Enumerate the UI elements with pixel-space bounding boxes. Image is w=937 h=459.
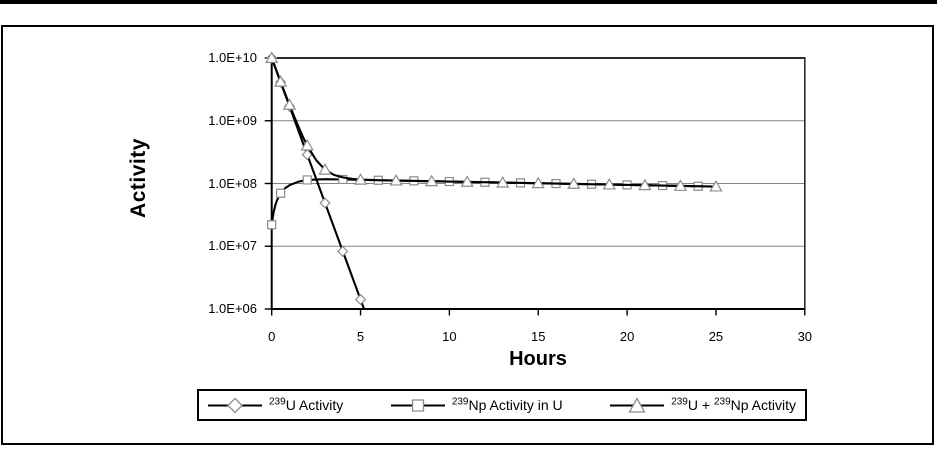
x-tick-label: 30 (797, 329, 813, 344)
triangle-marker-icon (265, 51, 279, 63)
triangle-marker-icon (531, 176, 545, 189)
x-axis-title: Hours (509, 348, 567, 370)
x-tick-label: 10 (442, 329, 457, 344)
triangle-marker-icon (460, 175, 474, 187)
triangle-marker-icon (602, 177, 616, 190)
top-rule (0, 0, 937, 4)
triangle-marker-icon (389, 173, 403, 186)
y-tick-label: 1.0E+08 (208, 175, 257, 191)
y-tick-label: 1.0E+10 (208, 50, 257, 65)
triangle-marker-icon (353, 173, 368, 185)
y-tick-label: 1.0E+06 (208, 301, 257, 316)
legend-item-label: 239Np Activity in U (451, 396, 563, 413)
triangle-marker-icon (300, 138, 314, 151)
x-tick-label: 0 (268, 329, 276, 344)
x-tick-label: 20 (619, 329, 635, 344)
legend-item-label: 239U + 239Np Activity (671, 396, 796, 413)
series-line (270, 57, 716, 188)
series-markers (265, 51, 723, 192)
legend-item: 239U + 239Np Activity (610, 396, 796, 414)
legend-square-glyph-icon (390, 399, 445, 412)
y-tick-label: 1.0E+09 (208, 112, 257, 128)
legend-diamond-glyph-icon (208, 397, 262, 414)
triangle-marker-icon (638, 178, 652, 191)
square-marker-icon (302, 175, 312, 185)
x-tick-label: 5 (356, 329, 365, 344)
y-axis-title: Activity (127, 138, 150, 218)
legend-item-label: 239U Activity (269, 396, 344, 413)
legend-item: 239Np Activity in U (390, 396, 563, 414)
triangle-marker-icon (424, 174, 439, 187)
triangle-marker-icon (282, 98, 297, 110)
triangle-marker-icon (673, 179, 688, 191)
diamond-marker-icon (319, 197, 331, 209)
x-tick-label: 25 (708, 329, 724, 344)
square-marker-icon (267, 220, 277, 230)
series-triangle (270, 57, 716, 188)
triangle-marker-icon (709, 179, 723, 192)
diamond-marker-icon (354, 293, 367, 306)
diamond-marker-icon (301, 148, 313, 161)
triangle-marker-icon (318, 163, 332, 175)
x-tick-label: 15 (531, 329, 546, 344)
y-tick-label: 1.0E+07 (208, 238, 257, 254)
chart-legend: 239U Activity 239Np Activity in U 239U + 2… (197, 389, 807, 421)
legend-item: 239U Activity (208, 396, 343, 414)
square-marker-icon (275, 188, 286, 198)
triangle-marker-icon (273, 75, 288, 87)
legend-triangle-glyph-icon (610, 397, 665, 413)
diamond-marker-icon (337, 245, 349, 257)
figure-frame (1, 25, 934, 445)
triangle-marker-icon (567, 177, 581, 189)
triangle-marker-icon (496, 175, 510, 188)
